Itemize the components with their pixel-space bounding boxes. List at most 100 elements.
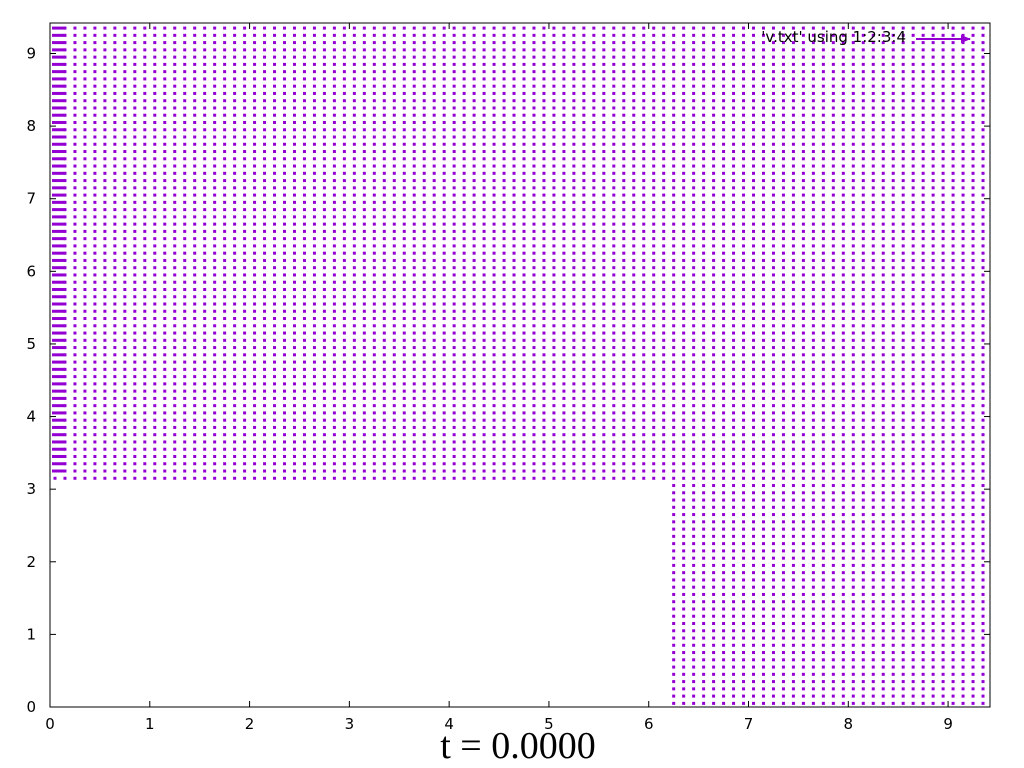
vector-point [592,346,596,350]
vector-point [642,382,646,386]
vector-point [103,70,107,74]
vector-point [502,280,506,284]
vector-point [592,382,596,386]
vector-point [243,462,247,466]
vector-point [123,353,127,357]
vector-point [312,309,316,313]
vector-point [73,375,77,379]
vector-point [123,41,127,45]
vector-point [63,33,67,37]
vector-point [442,447,446,451]
vector-point [442,41,446,45]
vector-point [422,62,426,66]
vector-point [223,135,227,139]
vector-point [542,476,546,480]
vector-point [302,193,306,197]
vector-point [342,120,346,124]
vector-point [492,55,496,59]
vector-point [422,237,426,241]
vector-point [512,193,516,197]
vector-point [781,513,785,517]
vector-point [722,120,726,124]
vector-point [612,382,616,386]
vector-point [302,462,306,466]
vector-point [292,171,296,175]
vector-point [73,150,77,154]
vector-point [642,317,646,321]
vector-point [123,360,127,364]
vector-point [781,672,785,676]
vector-point [732,99,736,103]
vector-point [372,266,376,270]
vector-point [73,77,77,81]
vector-point [622,33,626,37]
vector-point [672,694,676,698]
vector-point [302,302,306,306]
vector-point [203,215,207,219]
vector-point [73,338,77,342]
vector-point [233,295,237,299]
vector-point [203,317,207,321]
vector-point [113,404,117,408]
vector-point [462,331,466,335]
vector-point [771,694,775,698]
vector-point [362,266,366,270]
vector-point [682,411,686,415]
vector-point [662,120,666,124]
vector-point [422,469,426,473]
vector-point [492,295,496,299]
vector-point [632,462,636,466]
vector-point [203,258,207,262]
vector-point [312,237,316,241]
vector-point [372,346,376,350]
vector-point [173,208,177,212]
vector-point [482,346,486,350]
vector-point [722,62,726,66]
vector-point [93,179,97,183]
vector-point [243,338,247,342]
vector-point [183,164,187,168]
vector-point [193,317,197,321]
vector-point [292,62,296,66]
vector-point [682,491,686,495]
vector-point [63,317,67,321]
vector-point [462,404,466,408]
vector-point [233,251,237,255]
vector-point [123,91,127,95]
vector-point [93,309,97,313]
vector-point [83,469,87,473]
vector-point [183,222,187,226]
vector-point [592,251,596,255]
vector-point [732,542,736,546]
vector-point [183,84,187,88]
vector-point [203,26,207,30]
vector-point [612,324,616,328]
vector-point [512,70,516,74]
vector-point [312,447,316,451]
vector-point [512,302,516,306]
vector-point [352,193,356,197]
vector-point [163,215,167,219]
vector-point [283,142,287,146]
vector-point [93,164,97,168]
vector-point [123,222,127,226]
vector-point [63,258,67,262]
vector-point [302,295,306,299]
vector-point [562,382,566,386]
vector-point [322,150,326,154]
vector-point [302,171,306,175]
vector-point [722,91,726,95]
vector-point [223,150,227,154]
vector-point [761,91,765,95]
vector-point [622,360,626,364]
vector-point [622,476,626,480]
vector-point [512,142,516,146]
vector-point [492,200,496,204]
vector-point [253,462,257,466]
vector-point [592,440,596,444]
vector-point [263,454,267,458]
vector-point [632,26,636,30]
vector-point [682,687,686,691]
vector-point [722,309,726,313]
vector-point [432,208,436,212]
